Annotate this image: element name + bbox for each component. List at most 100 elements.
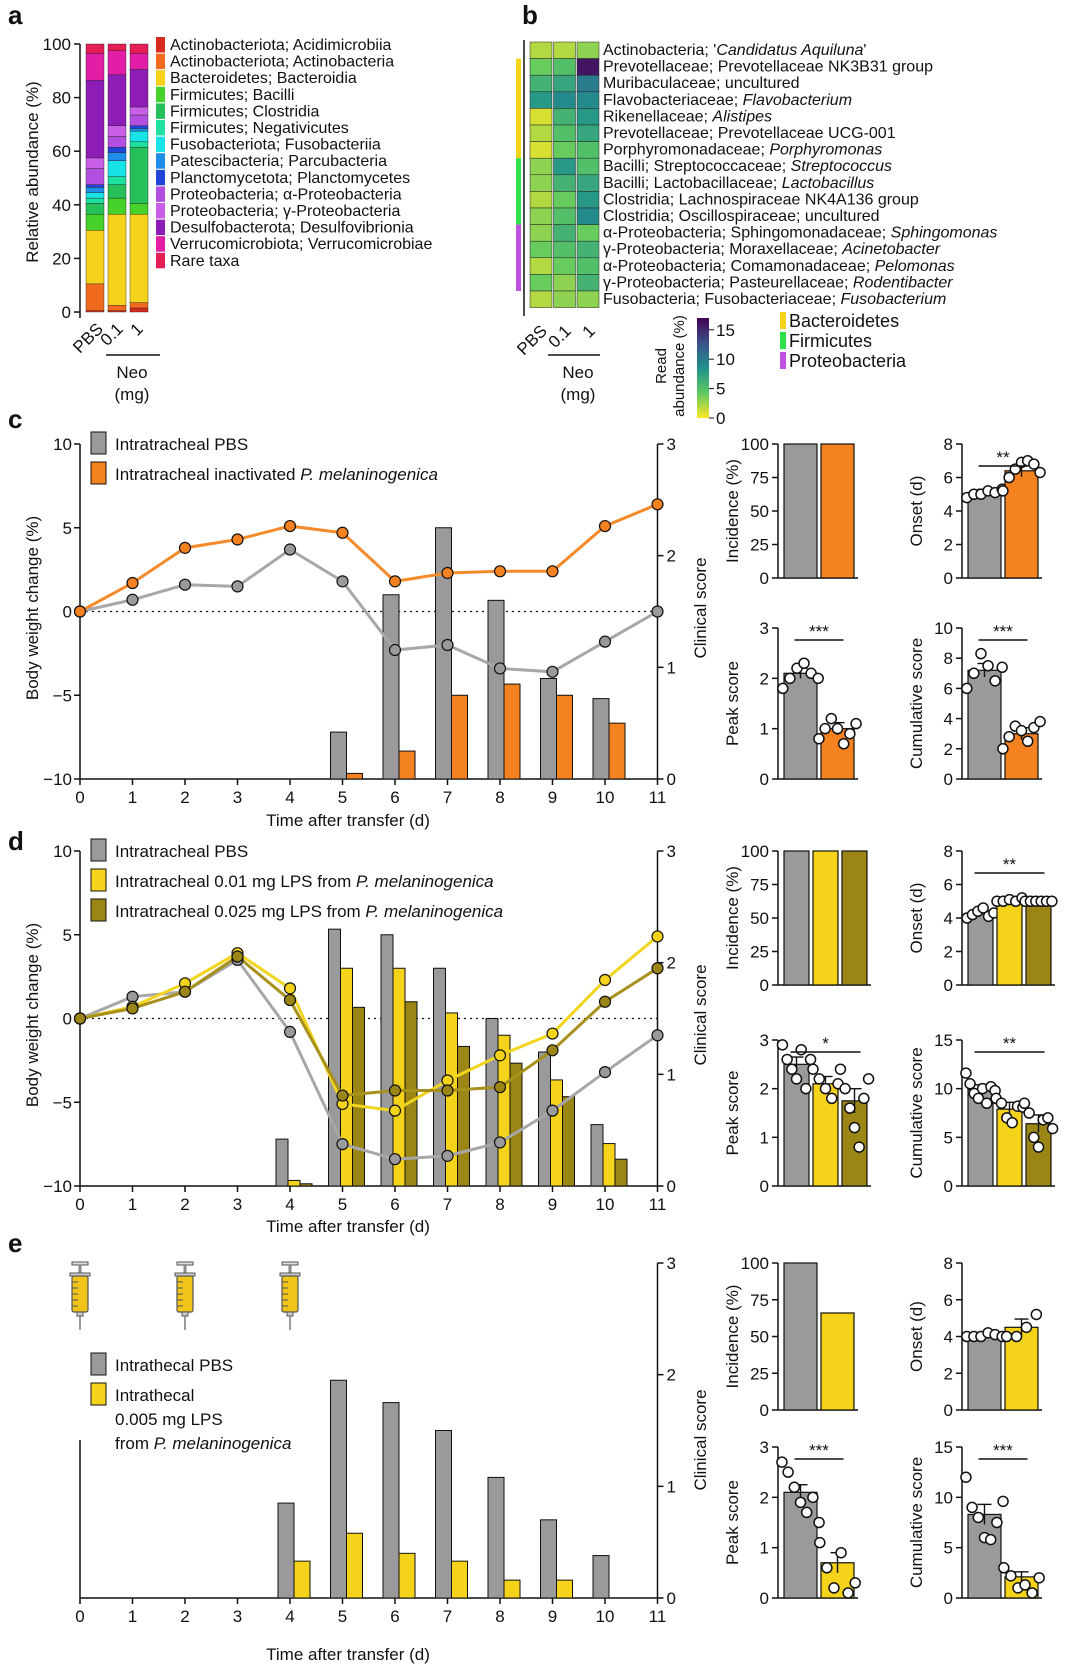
- panel-a-legend-label: Firmicutes; Negativicutes: [170, 120, 349, 137]
- weight-point: [651, 498, 664, 511]
- panel-a-segment: [85, 310, 105, 313]
- clinical-score-bar: [487, 1476, 505, 1599]
- panel-b-row-label: γ-Proteobacteria; Pasteurellaceae; Roden…: [603, 274, 953, 291]
- x-axis-tick-label: 1: [128, 788, 137, 807]
- weight-point: [441, 1149, 454, 1162]
- clinical-score-bar: [346, 1532, 363, 1599]
- panel-b-cell: [576, 174, 600, 192]
- legend-swatch-treated: [90, 461, 107, 485]
- panel-b-x-label-pbs: PBS: [513, 321, 550, 358]
- clinical-score-bar: [485, 1018, 499, 1187]
- clinical-score-bar: [380, 934, 394, 1187]
- summary-data-point: [972, 1511, 985, 1524]
- right-axis-tick-label: 2: [667, 954, 676, 973]
- summary-bar: [967, 669, 1002, 780]
- summary-data-point: [975, 647, 987, 660]
- panel-b-phylum-label: Firmicutes: [789, 331, 872, 351]
- panel-b-cell: [576, 91, 600, 109]
- panel-a-segment: [107, 74, 127, 126]
- syringe-plunger-rod: [78, 1265, 82, 1273]
- panel-b-colorbar: [697, 318, 709, 418]
- summary-y-tick-label: 8: [944, 435, 953, 454]
- clinical-score-bar: [382, 594, 400, 780]
- summary-y-label: Onset (d): [907, 476, 926, 547]
- summary-data-point: [850, 717, 862, 730]
- summary-y-tick-label: 0: [760, 1401, 769, 1420]
- summary-y-tick-label: 0: [760, 1177, 769, 1196]
- panel-a-segment: [85, 192, 105, 199]
- panel-a-segment: [129, 146, 149, 204]
- summary-y-tick-label: 50: [750, 1328, 769, 1347]
- panel-a-segment: [129, 43, 149, 54]
- summary-y-tick-label: 1: [760, 1539, 769, 1558]
- summary-bar: [783, 672, 818, 780]
- syringe-hub: [181, 1311, 189, 1317]
- summary-y-tick-label: 6: [944, 469, 953, 488]
- clinical-score-bar: [435, 1430, 452, 1599]
- summary-data-point: [1028, 1131, 1040, 1144]
- summary-y-tick-label: 0: [944, 569, 953, 588]
- significance-label: ***: [809, 1441, 829, 1460]
- panel-b-phylum-bar: [516, 58, 521, 159]
- x-axis-tick-label: 4: [285, 788, 294, 807]
- panel-a-segment: [85, 187, 105, 193]
- panel-a-segment: [107, 43, 127, 51]
- legend-swatch-pbs: [90, 431, 107, 455]
- summary-y-tick-label: 5: [944, 1128, 953, 1147]
- panel-c-marks: −10 −5 0 5 10 0 1 2 3 0 1 2 3 4 5 6 7 8 9 10 11 Intratracheal…: [43, 431, 676, 807]
- panel-e-letter: e: [8, 1228, 22, 1258]
- summary-data-point: [1021, 735, 1034, 747]
- panel-a-legend-label: Verrucomicrobiota; Verrucomicrobiae: [170, 236, 432, 253]
- panel-e-time-course: 0 1 2 3 0 1 2 3 4 5 6 7 8 9 10 11 Intrathecal PBS Intrath…: [69, 1254, 710, 1664]
- summary-data-point: [997, 1495, 1009, 1508]
- panel-e-y2-label: Clinical score: [691, 1389, 710, 1490]
- summary-y-tick-label: 75: [750, 876, 769, 895]
- clinical-score-bar: [330, 1379, 347, 1599]
- panel-a-segment: [107, 146, 127, 153]
- clinical-score-bar: [404, 1001, 418, 1187]
- summary-data-point: [991, 1516, 1003, 1529]
- panel-b-cell: [576, 108, 600, 126]
- summary-y-tick-label: 50: [750, 909, 769, 928]
- legend-label-lps-1: Intrathecal: [115, 1386, 194, 1405]
- x-axis-tick-label: 0: [75, 1195, 84, 1214]
- summary-data-point: [1042, 1112, 1054, 1124]
- panel-d-x-label: Time after transfer (d): [266, 1217, 430, 1236]
- panel-b-cell: [529, 58, 553, 76]
- clinical-score-bar: [382, 1402, 400, 1599]
- clinical-score-bar: [451, 1560, 468, 1599]
- summary-y-tick-label: 0: [944, 976, 953, 995]
- panel-b-x-label-0.1: 0.1: [545, 321, 575, 351]
- x-axis-tick-label: 11: [649, 1195, 667, 1214]
- x-axis-tick-label: 2: [180, 1607, 189, 1626]
- panel-a-legend-label: Proteobacteria; α-Proteobacteria: [170, 186, 402, 203]
- panel-b-row-label: Rikenellaceae; Alistipes: [603, 108, 772, 125]
- panel-b-cell: [576, 124, 600, 142]
- panel-b-cell: [553, 91, 576, 109]
- summary-y-tick-label: 100: [741, 842, 769, 861]
- weight-point: [388, 575, 402, 588]
- syringe-icon: [69, 1261, 91, 1330]
- weight-point: [126, 576, 139, 590]
- legend-swatch: [90, 868, 107, 892]
- clinical-score-bar: [602, 1143, 616, 1187]
- weight-point: [231, 533, 244, 546]
- clinical-score-bar: [299, 1183, 313, 1187]
- legend-label: Intratracheal PBS: [115, 842, 248, 861]
- summary-y-tick-label: 2: [760, 1488, 769, 1507]
- summary-data-point: [804, 1053, 817, 1066]
- clinical-score-bar: [503, 1579, 521, 1599]
- panel-a-segment: [107, 213, 127, 306]
- x-axis-tick-label: 3: [233, 788, 242, 807]
- panel-b-phylum-swatch: [780, 312, 786, 329]
- panel-a-y-tick-label: 0: [62, 303, 71, 322]
- panel-b-cell: [576, 41, 600, 59]
- summary-data-point: [966, 1501, 978, 1514]
- weight-point: [283, 993, 297, 1007]
- clinical-score-bar: [540, 678, 557, 780]
- x-axis-tick-label: 1: [128, 1607, 137, 1626]
- summary-data-point: [807, 1491, 819, 1504]
- panel-a-segment: [107, 310, 127, 313]
- summary-data-point: [982, 660, 994, 672]
- panel-a-legend-label: Planctomycetota; Planctomycetes: [170, 170, 410, 187]
